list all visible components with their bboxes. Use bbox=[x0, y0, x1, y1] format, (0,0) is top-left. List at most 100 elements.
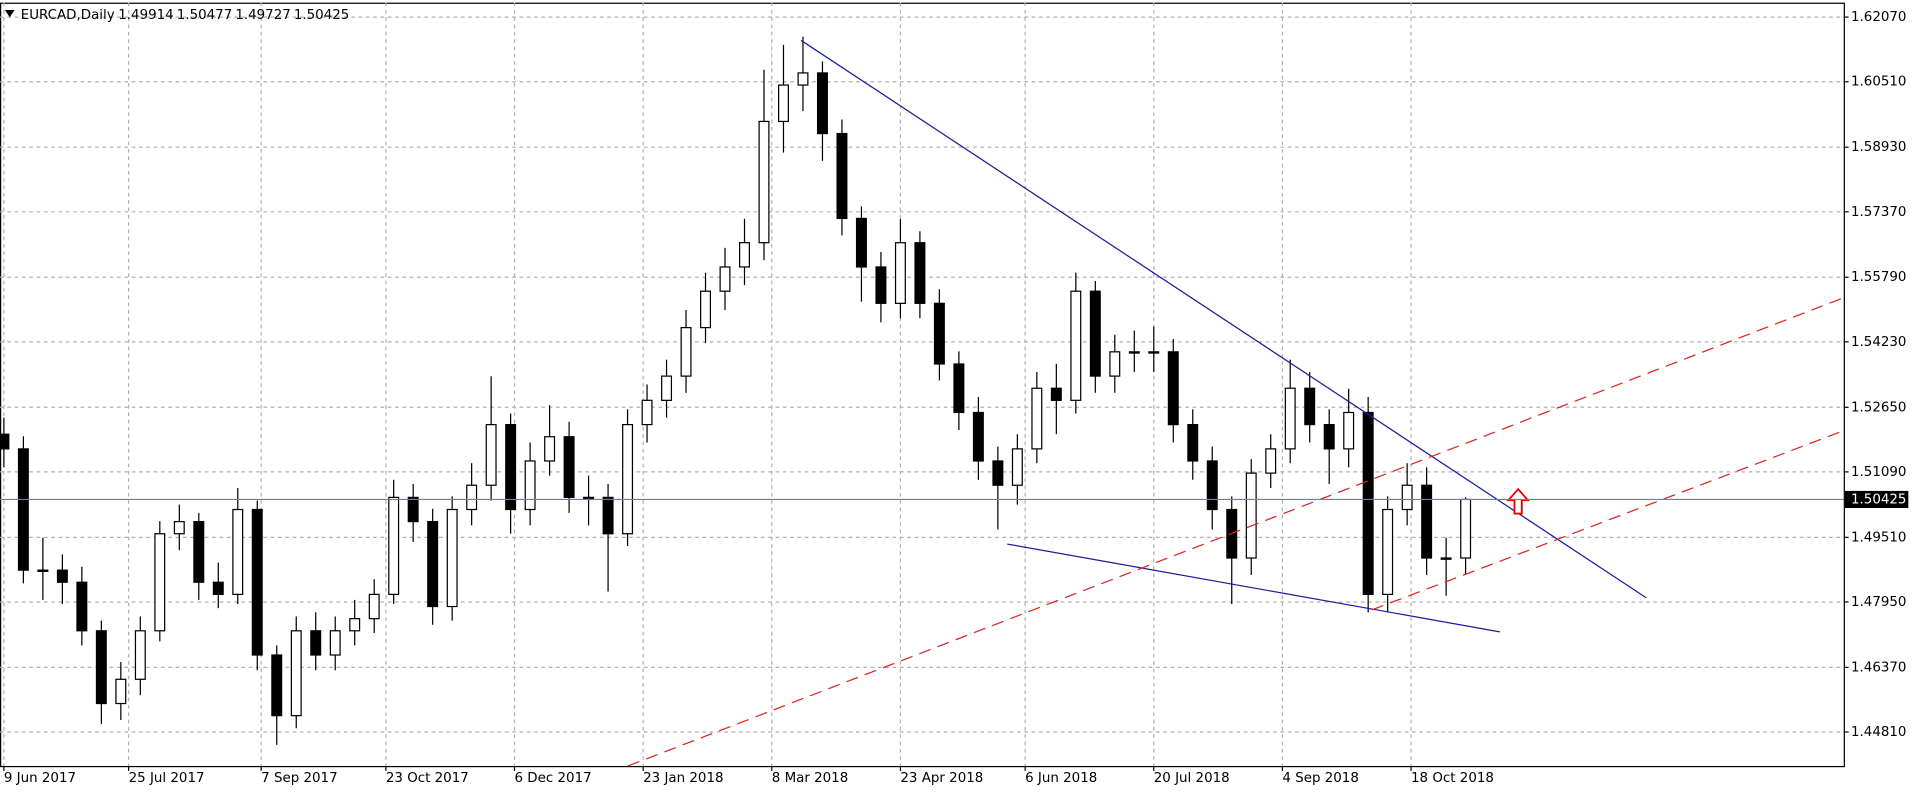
candle-body bbox=[349, 618, 361, 632]
x-tick-label: 6 Jun 2018 bbox=[1025, 771, 1097, 786]
candle-body bbox=[154, 533, 166, 632]
candle-body bbox=[563, 436, 575, 498]
candle-body bbox=[602, 496, 614, 535]
y-tick-label: 1.46370 bbox=[1851, 660, 1906, 675]
candle-body bbox=[622, 423, 634, 535]
candle-body bbox=[1128, 351, 1140, 354]
candle-body bbox=[583, 496, 595, 500]
candle-body bbox=[1284, 387, 1296, 450]
candle-body bbox=[1421, 484, 1433, 559]
candle-body bbox=[797, 72, 809, 86]
candles bbox=[0, 36, 1472, 745]
candle-body bbox=[37, 569, 49, 572]
candle-body bbox=[232, 508, 244, 595]
drawings bbox=[627, 39, 1844, 767]
candle-body bbox=[758, 120, 770, 244]
y-tick-label: 1.51090 bbox=[1851, 465, 1906, 480]
grid bbox=[0, 2, 1844, 766]
symbol: EURCAD,Daily bbox=[21, 8, 115, 23]
candle-body bbox=[777, 84, 789, 123]
candle-body bbox=[1070, 290, 1082, 401]
candle-body bbox=[193, 520, 205, 583]
candle-body bbox=[1167, 351, 1179, 426]
candle-body bbox=[173, 520, 185, 535]
y-tick-label: 1.47950 bbox=[1851, 595, 1906, 610]
candle-body bbox=[1460, 498, 1472, 559]
y-tick-label: 1.62070 bbox=[1851, 10, 1906, 25]
x-tick-label: 4 Sep 2018 bbox=[1282, 771, 1358, 786]
candle-body bbox=[719, 266, 731, 292]
candle-body bbox=[407, 496, 419, 523]
candle-body bbox=[1343, 411, 1355, 450]
x-tick-label: 23 Apr 2018 bbox=[900, 771, 983, 786]
y-tick-label: 1.60510 bbox=[1851, 75, 1906, 90]
candle-body bbox=[1031, 387, 1043, 450]
candle-body bbox=[914, 242, 926, 304]
ohlc-value: 1.50477 bbox=[177, 8, 232, 23]
candle-body bbox=[1304, 387, 1316, 426]
x-tick-label: 9 Jun 2017 bbox=[4, 771, 76, 786]
candle-body bbox=[310, 630, 322, 656]
last-price-tag bbox=[1844, 490, 1909, 508]
trend-line bbox=[800, 39, 1647, 599]
candle-body bbox=[544, 436, 556, 462]
candle-body bbox=[427, 520, 439, 608]
candle-body bbox=[134, 630, 146, 680]
candle-body bbox=[329, 630, 341, 656]
candle-body bbox=[115, 678, 127, 705]
candle-body bbox=[933, 302, 945, 365]
candle-body bbox=[855, 217, 867, 268]
candle-body bbox=[972, 411, 984, 462]
header: EURCAD,Daily 1.49914 1.50477 1.49727 1.5… bbox=[4, 8, 349, 23]
candle-body bbox=[700, 290, 712, 329]
plot-frame bbox=[0, 2, 1845, 768]
candle-body bbox=[680, 326, 692, 377]
candle-body bbox=[894, 242, 906, 304]
candle-body bbox=[0, 433, 10, 450]
candle-body bbox=[953, 363, 965, 414]
candle-body bbox=[290, 630, 302, 717]
arrow-icon bbox=[1506, 487, 1530, 515]
y-tick-label: 1.57370 bbox=[1851, 205, 1906, 220]
candle-body bbox=[1362, 411, 1374, 595]
candle-body bbox=[641, 399, 653, 426]
candle-body bbox=[1382, 508, 1394, 595]
candle-body bbox=[17, 448, 29, 571]
x-tick-label: 8 Mar 2018 bbox=[772, 771, 848, 786]
candle-body bbox=[1148, 351, 1160, 354]
candle-body bbox=[56, 569, 68, 583]
menu-icon bbox=[4, 9, 15, 18]
x-tick-label: 6 Dec 2017 bbox=[515, 771, 592, 786]
candle-body bbox=[739, 242, 750, 268]
x-tick-label: 23 Oct 2017 bbox=[386, 771, 469, 786]
ohlc-value: 1.49727 bbox=[235, 8, 290, 23]
candle-body bbox=[1109, 351, 1121, 377]
candle-body bbox=[1401, 484, 1413, 511]
candle-body bbox=[1206, 460, 1218, 511]
candle-body bbox=[505, 423, 517, 511]
y-tick-label: 1.49510 bbox=[1851, 530, 1906, 545]
candle-body bbox=[1323, 423, 1335, 450]
y-tick-label: 1.55790 bbox=[1851, 270, 1906, 285]
y-tick-label: 1.54230 bbox=[1851, 335, 1906, 350]
candle-body bbox=[1011, 448, 1023, 486]
trend-line bbox=[1007, 543, 1500, 633]
last-price-label: 1.50425 bbox=[1851, 492, 1906, 507]
candle-body bbox=[95, 630, 107, 705]
candle-body bbox=[1089, 290, 1101, 377]
candle-body bbox=[816, 72, 828, 135]
ohlc-value: 1.50425 bbox=[294, 8, 349, 23]
candle-body bbox=[1187, 423, 1199, 462]
candle-body bbox=[1440, 557, 1452, 560]
candle-body bbox=[212, 581, 224, 595]
candle-body bbox=[1245, 472, 1257, 559]
candle-body bbox=[992, 460, 1004, 486]
candle-body bbox=[368, 593, 380, 620]
x-tick-label: 18 Oct 2018 bbox=[1411, 771, 1494, 786]
candle-body bbox=[661, 375, 673, 401]
candle-body bbox=[466, 484, 478, 511]
candle-body bbox=[446, 508, 458, 608]
candle-body bbox=[875, 266, 887, 304]
candle-body bbox=[836, 132, 848, 220]
candle-body bbox=[271, 654, 283, 717]
